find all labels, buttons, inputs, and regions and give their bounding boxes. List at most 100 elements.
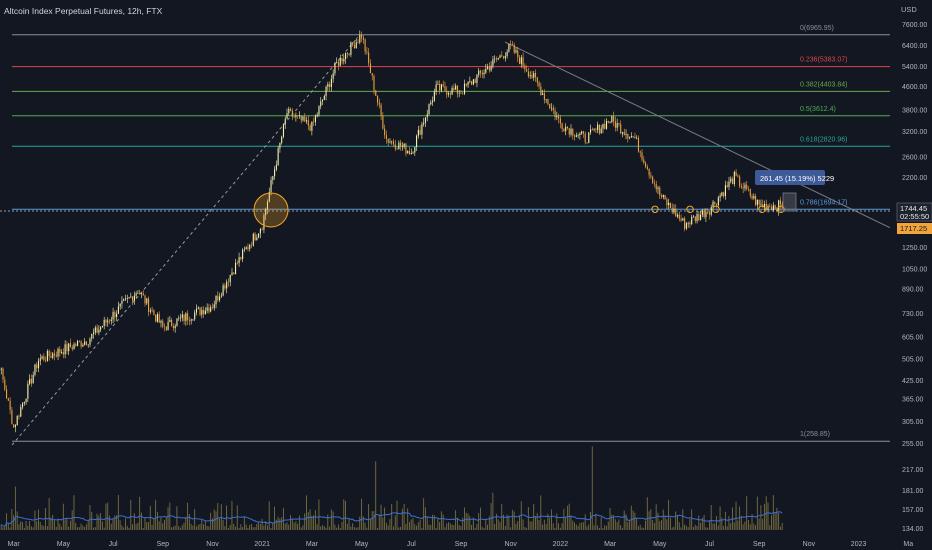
candle [242, 248, 244, 262]
candle [64, 340, 66, 359]
volume-bar [703, 515, 705, 530]
volume-bar [753, 523, 755, 530]
candle [771, 204, 773, 211]
volume-bar [211, 518, 213, 530]
candle [107, 317, 109, 327]
volume-bar [627, 522, 629, 530]
volume-bar [357, 527, 359, 530]
low-price-tag: 1717.25 [900, 224, 927, 233]
measure-tool[interactable]: 261.45 (15.19%) 5229 [755, 170, 834, 212]
time-tick-label: Nov [803, 541, 816, 548]
candle [217, 291, 219, 302]
candle [39, 353, 41, 366]
candle [550, 103, 553, 112]
candle [447, 91, 450, 98]
volume-bar [779, 526, 781, 530]
candle [16, 415, 18, 426]
volume-bar [124, 518, 126, 530]
candle [268, 187, 270, 203]
volume-bar [247, 527, 249, 530]
volume-bar [538, 520, 540, 530]
candle [662, 194, 664, 200]
volume-bar [733, 522, 735, 530]
candle [385, 130, 387, 144]
volume-bar [410, 519, 412, 530]
volume-bar [678, 522, 680, 530]
candle [595, 127, 597, 133]
candle [314, 114, 316, 126]
volume-bar [442, 514, 444, 530]
currency-label: USD [901, 5, 917, 14]
candle [96, 324, 98, 334]
candle [698, 211, 700, 222]
price-tick-label: 890.00 [902, 287, 924, 294]
candle [298, 111, 300, 119]
volume-bar [251, 523, 252, 530]
candle [316, 112, 318, 118]
candle [666, 197, 668, 209]
candle [84, 338, 86, 346]
support-touch-markers [651, 205, 785, 214]
candle [554, 107, 556, 121]
candle [488, 62, 490, 73]
volume-bar [547, 513, 549, 530]
volume-bar [272, 523, 274, 530]
volume-bar [778, 512, 780, 530]
volume-bar [171, 527, 173, 530]
volume-bar [746, 496, 748, 530]
candle [78, 340, 80, 343]
candle [259, 227, 261, 239]
volume-bar [197, 524, 199, 530]
time-tick-label: Sep [753, 541, 766, 548]
candle [295, 112, 297, 122]
volume-bar [543, 519, 545, 530]
candle [726, 181, 728, 188]
candle [226, 279, 228, 294]
volume-bar [290, 515, 291, 530]
volume-bar [760, 505, 762, 530]
volume-bar [726, 526, 728, 530]
breakout-highlight-circle[interactable] [253, 192, 289, 228]
descending-trendline[interactable] [504, 41, 932, 249]
candle [629, 136, 631, 140]
volume-bar [549, 518, 551, 530]
volume-bar [96, 513, 98, 530]
volume-bar [545, 524, 547, 530]
candle [675, 204, 677, 217]
volume-bar [314, 510, 316, 530]
candle [561, 122, 563, 133]
candle [623, 128, 625, 136]
candle [149, 307, 151, 315]
candle [105, 318, 107, 327]
candle [346, 52, 348, 59]
candle [68, 343, 70, 356]
volume-bar [639, 524, 641, 530]
volume-bar [27, 525, 29, 530]
volume-bar [602, 528, 604, 530]
candle [215, 295, 217, 309]
candle [13, 424, 15, 428]
volume-bar [616, 522, 618, 530]
volume-bar [408, 521, 410, 530]
time-tick-label: May [653, 541, 667, 548]
candle [689, 220, 691, 228]
candle [50, 351, 52, 358]
volume-bar [763, 503, 765, 530]
price-axis[interactable]: USD 7600.00 6400.00 5400.00 4600.00 3800.00 3… [890, 0, 932, 550]
candle [572, 128, 574, 140]
candle [710, 204, 712, 217]
volume-bar [554, 527, 556, 530]
candle [494, 55, 496, 64]
volume-bar [668, 499, 670, 530]
candle [559, 114, 561, 129]
volume-bar [46, 526, 48, 530]
volume-bar [298, 515, 300, 530]
time-axis[interactable]: Mar May Jul Sep Nov 2021 Mar May Jul Sep Nov 2022 Ma… [8, 541, 914, 548]
candle [634, 132, 636, 139]
candle [614, 116, 616, 132]
volume-bar [657, 512, 659, 530]
volume-bar [625, 514, 627, 530]
volume-bar [536, 513, 538, 530]
candle [156, 312, 158, 323]
